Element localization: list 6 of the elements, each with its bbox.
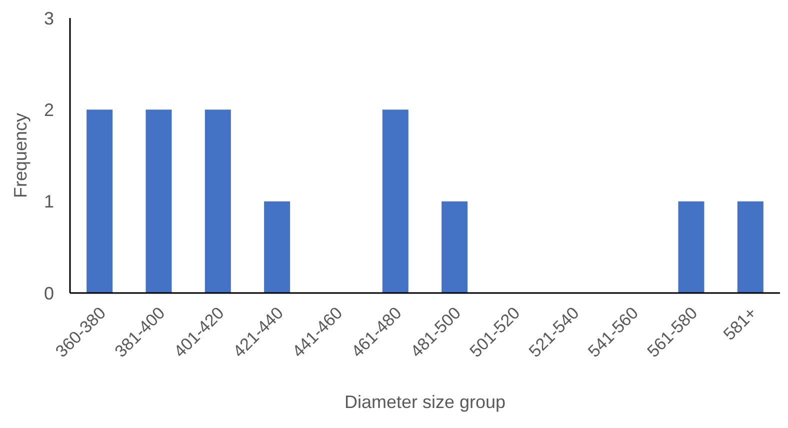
- y-tick-label: 2: [44, 100, 54, 120]
- y-tick-label: 1: [44, 192, 54, 212]
- x-axis-title: Diameter size group: [344, 392, 506, 412]
- y-tick-label: 3: [44, 8, 54, 28]
- y-tick-label: 0: [44, 283, 54, 304]
- y-axis-title: Frequency: [10, 112, 30, 198]
